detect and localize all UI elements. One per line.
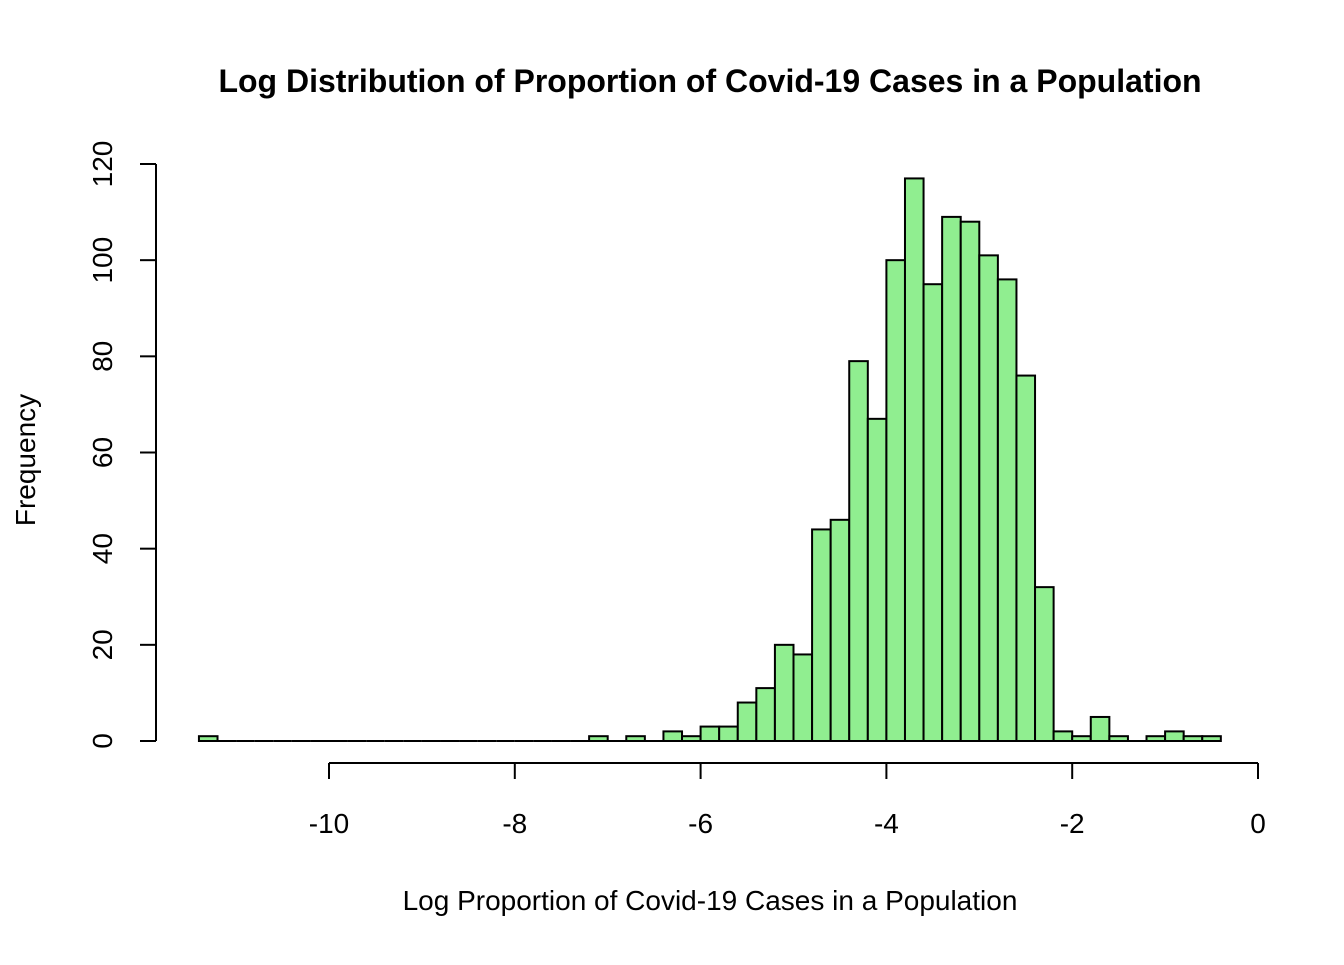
histogram-bar	[1108, 735, 1129, 742]
histogram-bar	[811, 528, 832, 743]
histogram-bar	[718, 725, 739, 743]
histogram-bar	[588, 735, 609, 742]
histogram-bar	[699, 725, 721, 743]
y-tick-label: 40	[87, 533, 118, 564]
histogram-bar	[922, 283, 944, 742]
y-tick-label: 80	[87, 341, 118, 372]
y-axis: 0 20 40 60 80 100 120	[87, 141, 157, 749]
histogram-bar	[625, 735, 646, 742]
x-tick-label: -8	[502, 808, 527, 839]
histogram-bar	[903, 177, 925, 743]
x-tick-label: -6	[688, 808, 713, 839]
histogram-bar	[773, 643, 795, 742]
histogram-bar	[996, 278, 1018, 742]
histogram-bar	[1071, 735, 1092, 742]
histogram-bar	[197, 735, 219, 742]
y-tick-label: 0	[87, 733, 118, 749]
x-tick-label: 0	[1250, 808, 1266, 839]
histogram-bar	[848, 360, 869, 742]
histogram-bar	[736, 701, 758, 742]
histogram-bar	[1145, 735, 1167, 742]
y-tick-label: 100	[87, 237, 118, 284]
chart-title: Log Distribution of Proportion of Covid-…	[218, 63, 1201, 99]
histogram-bars	[197, 177, 1222, 743]
histogram-bar	[941, 215, 962, 742]
x-tick-label: -10	[309, 808, 349, 839]
histogram-bar	[681, 735, 702, 742]
histogram-bar	[1052, 730, 1074, 743]
y-tick-label: 120	[87, 141, 118, 188]
histogram-bar	[1201, 735, 1222, 742]
histogram-bar	[829, 518, 851, 742]
histogram-bar	[1034, 586, 1055, 743]
x-axis-label: Log Proportion of Covid-19 Cases in a Po…	[403, 885, 1018, 916]
x-tick-label: -4	[874, 808, 899, 839]
histogram-bar	[1015, 374, 1037, 742]
histogram-bar	[959, 220, 981, 742]
x-tick-label: -2	[1060, 808, 1085, 839]
histogram-bar	[792, 653, 814, 743]
y-axis-label: Frequency	[10, 394, 41, 526]
histogram-bar	[1182, 735, 1204, 742]
histogram-bar	[866, 417, 888, 742]
histogram-bar	[1089, 715, 1111, 742]
histogram-bar	[978, 254, 999, 742]
y-tick-label: 20	[87, 629, 118, 660]
y-tick-label: 60	[87, 437, 118, 468]
histogram-bar	[1164, 730, 1185, 743]
histogram-bar	[662, 730, 684, 743]
histogram-bar	[755, 687, 776, 743]
histogram-bar	[885, 259, 906, 742]
x-axis: -10 -8 -6 -4 -2 0	[309, 762, 1266, 839]
